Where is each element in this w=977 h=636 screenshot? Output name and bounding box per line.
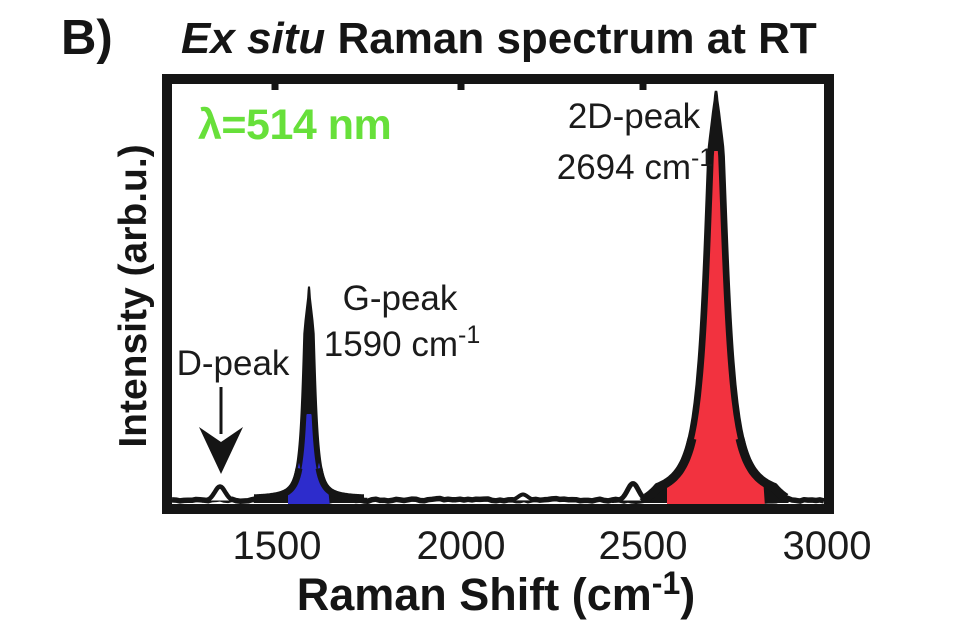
svg-text:Raman Shift (cm-1): Raman Shift (cm-1) (297, 565, 696, 620)
svg-text:2500: 2500 (599, 524, 688, 568)
svg-text:1500: 1500 (233, 524, 322, 568)
svg-text:B): B) (61, 11, 113, 65)
svg-text:λ=514 nm: λ=514 nm (198, 101, 391, 149)
svg-text:Intensity (arb.u.): Intensity (arb.u.) (112, 144, 155, 447)
svg-text:2694 cm-1: 2694 cm-1 (557, 144, 713, 187)
svg-text:Ex situ Raman spectrum at RT: Ex situ Raman spectrum at RT (181, 14, 817, 63)
svg-text:3000: 3000 (783, 524, 872, 568)
svg-text:D-peak: D-peak (177, 344, 290, 383)
svg-text:1590 cm-1: 1590 cm-1 (324, 321, 480, 364)
svg-text:2D-peak: 2D-peak (568, 97, 701, 136)
svg-text:G-peak: G-peak (343, 279, 458, 318)
svg-text:2000: 2000 (417, 524, 506, 568)
